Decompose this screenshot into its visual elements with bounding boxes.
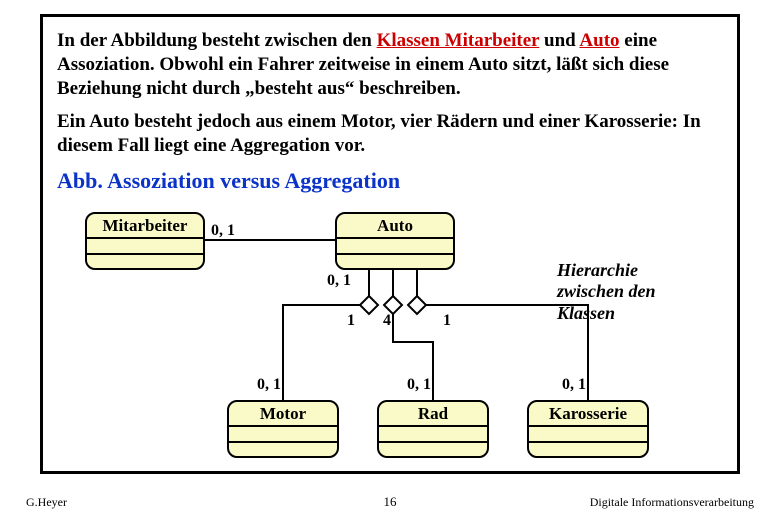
aggregation-diamond-motor [360, 296, 378, 314]
class-section [529, 427, 647, 442]
class-section [229, 427, 337, 442]
mult-motor-top: 0, 1 [257, 376, 281, 394]
class-motor: Motor [227, 400, 339, 458]
figure-title: Abb. Assoziation versus Aggregation [57, 168, 723, 194]
p1-pre: In der Abbildung besteht zwischen den [57, 30, 377, 51]
paragraph-1: In der Abbildung besteht zwischen den Kl… [57, 29, 723, 100]
hierarchy-note: Hierarchie zwischen den Klassen [557, 260, 697, 325]
uml-diagram: Mitarbeiter Auto Motor Rad Karosseri [57, 200, 723, 460]
p1-hl1: Klassen Mitarbeiter [377, 30, 540, 51]
class-mitarbeiter: Mitarbeiter [85, 212, 205, 270]
p1-hl2: Auto [579, 30, 619, 51]
aggregation-diamond-karosserie [408, 296, 426, 314]
class-auto: Auto [335, 212, 455, 270]
class-section [529, 443, 647, 456]
mult-assoc-left: 0, 1 [211, 222, 235, 240]
class-section [229, 443, 337, 456]
class-rad-label: Rad [379, 402, 487, 428]
mult-rad-top: 0, 1 [407, 376, 431, 394]
footer-course: Digitale Informationsverarbeitung [590, 495, 754, 510]
class-section [379, 427, 487, 442]
class-section [379, 443, 487, 456]
class-motor-label: Motor [229, 402, 337, 428]
p1-mid: und [539, 30, 579, 51]
class-auto-label: Auto [337, 214, 453, 240]
class-karosserie: Karosserie [527, 400, 649, 458]
paragraph-2: Ein Auto besteht jedoch aus einem Motor,… [57, 110, 723, 158]
class-karosserie-label: Karosserie [529, 402, 647, 428]
slide: In der Abbildung besteht zwischen den Kl… [0, 0, 780, 520]
class-section [87, 255, 203, 268]
class-section [337, 255, 453, 268]
class-section [337, 239, 453, 254]
class-section [87, 239, 203, 254]
mult-agg-right: 1 [443, 312, 451, 330]
class-rad: Rad [377, 400, 489, 458]
class-mitarbeiter-label: Mitarbeiter [87, 214, 203, 240]
mult-agg-left: 1 [347, 312, 355, 330]
mult-agg-mid: 4 [383, 312, 391, 330]
mult-karo-top: 0, 1 [562, 376, 586, 394]
content-frame: In der Abbildung besteht zwischen den Kl… [40, 14, 740, 474]
mult-auto-bottom: 0, 1 [327, 272, 351, 290]
